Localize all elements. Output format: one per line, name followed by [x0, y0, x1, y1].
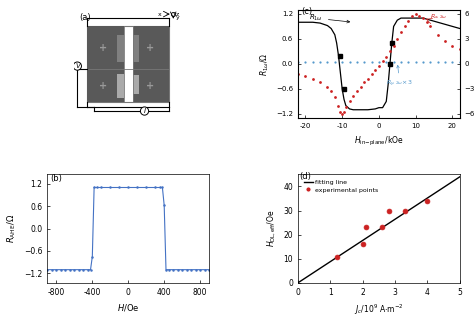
Text: +: + [99, 43, 108, 53]
Text: (d): (d) [300, 172, 311, 181]
Text: +: + [146, 43, 154, 53]
Bar [133, 75, 139, 94]
Bar [133, 26, 169, 69]
Text: y: y [175, 15, 179, 20]
Y-axis label: $R_{1\omega}$/$\Omega$: $R_{1\omega}$/$\Omega$ [258, 52, 271, 76]
Circle shape [73, 62, 82, 70]
X-axis label: $H_{\rm in\!-\!plane}$/kOe: $H_{\rm in\!-\!plane}$/kOe [354, 135, 404, 148]
Y-axis label: $H_{\rm DL,eff}$/Oe: $H_{\rm DL,eff}$/Oe [265, 210, 278, 247]
Circle shape [140, 107, 149, 115]
Text: $R_{y,2\omega}\!\times\!3$: $R_{y,2\omega}\!\times\!3$ [386, 65, 413, 89]
Text: z: z [175, 12, 179, 17]
X-axis label: $J_c$/10$^9$ A$\cdot$m$^{-2}$: $J_c$/10$^9$ A$\cdot$m$^{-2}$ [354, 302, 404, 317]
Bar [87, 26, 169, 102]
Bar [133, 69, 169, 102]
Bar [133, 35, 139, 62]
Text: (b): (b) [50, 174, 62, 183]
Text: I: I [144, 108, 146, 114]
Text: (c): (c) [302, 7, 313, 16]
Text: $R_{1\omega}$: $R_{1\omega}$ [309, 13, 350, 23]
Bar [118, 35, 124, 62]
Text: $R_{x,2\omega}$: $R_{x,2\omega}$ [430, 13, 448, 21]
Bar [87, 26, 124, 69]
Text: +: + [146, 81, 154, 91]
Text: +: + [99, 81, 108, 91]
Text: x: x [158, 12, 162, 17]
Legend: fitting line, experimental points: fitting line, experimental points [301, 177, 381, 195]
Text: V: V [75, 63, 80, 69]
X-axis label: $H$/Oe: $H$/Oe [117, 302, 139, 313]
Y-axis label: $R_{\rm AHE}$/$\Omega$: $R_{\rm AHE}$/$\Omega$ [6, 214, 18, 243]
Text: (a): (a) [80, 13, 91, 22]
Bar [87, 69, 124, 102]
Bar [118, 74, 124, 98]
Text: ·: · [172, 11, 174, 17]
